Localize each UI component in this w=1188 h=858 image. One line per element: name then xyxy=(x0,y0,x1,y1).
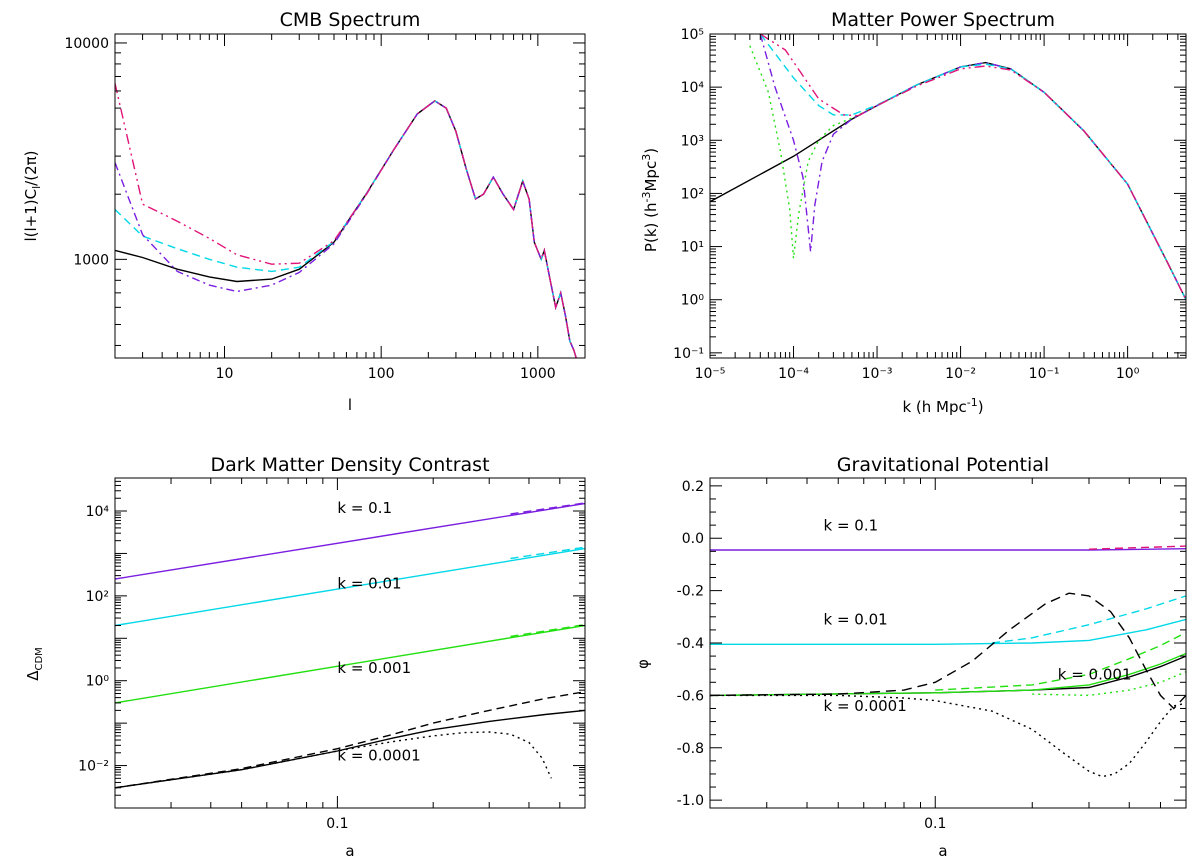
panel-cmb-spectrum: CMB Spectrum l l(l+1)Cl/(2π) 10 100 1000 10… xyxy=(22,9,586,414)
x-tick-label: 10⁻² xyxy=(945,366,976,382)
y-tick-label: 0.2 xyxy=(682,479,704,495)
series-line-9 xyxy=(710,694,1186,778)
annotation-label: k = 0.01 xyxy=(823,611,887,629)
series-line-1 xyxy=(749,45,1186,301)
annotation-label: k = 0.1 xyxy=(337,499,392,517)
series-line-0 xyxy=(115,502,585,580)
x-tick-label: 10⁻³ xyxy=(862,366,893,382)
series-line-3 xyxy=(991,595,1186,644)
x-tick-label: 10⁻⁴ xyxy=(778,366,809,382)
panel-gravitational-potential: Gravitational Potential a φ 0.1 -1.0 -0.8 -… xyxy=(634,454,1187,858)
y-tick-label: -1.0 xyxy=(677,793,704,809)
y-axis-label-subscript: l xyxy=(30,186,43,189)
series-line-2 xyxy=(759,34,1186,301)
plot-frame xyxy=(114,477,586,809)
y-tick-label: 1000 xyxy=(73,252,109,268)
annotation-label: k = 0.01 xyxy=(337,574,401,592)
series-group xyxy=(115,502,585,789)
y-axis-label: l(l+1)Cl/(2π) xyxy=(22,150,43,241)
x-axis-label: k (h Mpc-1) xyxy=(902,396,983,416)
y-tick-label: -0.8 xyxy=(677,741,704,757)
y-tick-label: 10000 xyxy=(64,36,109,52)
series-line-7 xyxy=(115,691,585,789)
series-line-4 xyxy=(759,34,1186,301)
y-axis-label-superscript: -3 xyxy=(640,192,653,203)
series-line-4 xyxy=(115,624,585,704)
series-line-3 xyxy=(759,34,1186,301)
series-line-8 xyxy=(115,731,552,789)
y-tick-label: 10⁰ xyxy=(86,674,110,690)
y-tick-label: -0.4 xyxy=(677,636,704,652)
y-tick-label: 10⁴ xyxy=(681,80,705,96)
y-tick-label: -0.2 xyxy=(677,584,704,600)
x-axis-label-superscript: -1 xyxy=(967,396,978,409)
annotation-label: k = 0.1 xyxy=(823,516,878,534)
x-tick-label: 0.1 xyxy=(326,816,348,832)
x-tick-label: 0.1 xyxy=(924,816,946,832)
y-axis-label: φ xyxy=(634,659,652,669)
series-line-0 xyxy=(710,61,1186,301)
series-line-2 xyxy=(710,618,1186,645)
y-tick-label: 10² xyxy=(681,186,704,202)
y-tick-label: 10⁰ xyxy=(681,293,705,309)
y-tick-label: 10⁵ xyxy=(681,27,704,43)
series-group xyxy=(710,545,1186,778)
x-tick-label: 100 xyxy=(368,366,395,382)
panel-matter-power-spectrum: Matter Power Spectrum k (h Mpc-1) P(k) (… xyxy=(640,9,1187,416)
series-line-7 xyxy=(1032,671,1186,697)
series-line-2 xyxy=(115,100,577,358)
y-tick-label: 0.0 xyxy=(682,531,704,547)
series-line-1 xyxy=(1088,545,1186,550)
chart-title: Matter Power Spectrum xyxy=(831,9,1055,31)
x-tick-label: 1000 xyxy=(520,366,556,382)
series-line-0 xyxy=(115,100,577,358)
series-line-1 xyxy=(510,502,585,515)
y-tick-label: -0.6 xyxy=(677,688,704,704)
x-tick-label: 10⁰ xyxy=(1116,366,1140,382)
series-line-5 xyxy=(510,623,585,638)
annotation-label: k = 0.0001 xyxy=(337,747,420,765)
y-tick-label: 10¹ xyxy=(681,240,704,256)
x-axis-label: l xyxy=(348,396,352,414)
y-axis-label: ΔCDM xyxy=(24,647,45,681)
x-tick-label: 10⁻¹ xyxy=(1029,366,1060,382)
x-axis-label: a xyxy=(938,842,947,858)
x-tick-label: 10⁻⁵ xyxy=(695,366,726,382)
chart-title: Gravitational Potential xyxy=(837,454,1049,476)
series-line-2 xyxy=(115,547,585,627)
y-axis-label-subscript: CDM xyxy=(34,647,45,670)
annotation-label: k = 0.001 xyxy=(337,659,411,677)
x-axis-label: a xyxy=(345,842,354,858)
y-tick-label: 10⁻² xyxy=(78,759,109,775)
series-group xyxy=(115,83,577,358)
series-line-6 xyxy=(935,631,1186,691)
series-line-5 xyxy=(710,652,1186,697)
series-line-0 xyxy=(710,548,1186,551)
x-tick-label: 10 xyxy=(216,366,234,382)
y-tick-label: 10⁴ xyxy=(86,504,110,520)
y-axis-label: P(k) (h-3Mpc3) xyxy=(640,148,660,252)
series-line-8 xyxy=(710,592,1186,710)
plot-frame xyxy=(709,33,1187,359)
plot-frame xyxy=(709,477,1187,809)
chart-title: Dark Matter Density Contrast xyxy=(210,454,489,476)
y-tick-label: 10⁻¹ xyxy=(673,346,704,362)
y-tick-label: 10³ xyxy=(681,133,704,149)
y-tick-label: 10² xyxy=(86,589,109,605)
annotation-label: k = 0.0001 xyxy=(823,697,906,715)
chart-title: CMB Spectrum xyxy=(280,9,421,31)
series-line-3 xyxy=(510,546,585,560)
series-line-1 xyxy=(115,100,577,358)
annotation-label: k = 0.001 xyxy=(1058,666,1132,684)
plot-frame xyxy=(114,33,586,359)
series-line-3 xyxy=(115,83,577,358)
series-group xyxy=(710,34,1186,301)
panel-dark-matter-density-contrast: Dark Matter Density Contrast a ΔCDM 0.1 1… xyxy=(24,454,586,858)
